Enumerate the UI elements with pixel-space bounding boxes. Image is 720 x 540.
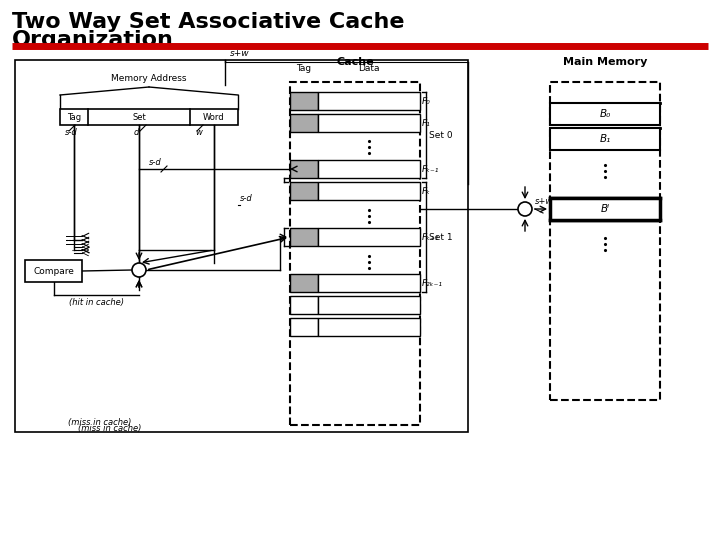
Circle shape: [518, 202, 532, 216]
Bar: [550, 198, 660, 220]
Bar: [290, 296, 318, 314]
Bar: [318, 228, 420, 246]
Text: (miss in cache): (miss in cache): [68, 418, 132, 427]
Bar: [290, 228, 318, 246]
Text: (miss in cache): (miss in cache): [78, 424, 142, 433]
Text: Data: Data: [359, 64, 379, 73]
Bar: [290, 318, 318, 336]
Text: Set: Set: [132, 112, 146, 122]
Bar: [290, 274, 318, 292]
Text: F₁: F₁: [422, 118, 431, 127]
Bar: [290, 182, 318, 200]
Bar: [318, 160, 420, 178]
Text: Cache: Cache: [336, 57, 374, 67]
Bar: [318, 92, 420, 110]
Text: Memory Address: Memory Address: [112, 74, 186, 83]
Text: Set 0: Set 0: [429, 131, 453, 139]
Bar: [25, 260, 82, 282]
Text: B₀: B₀: [599, 109, 611, 119]
Text: Bᴵ: Bᴵ: [600, 204, 610, 214]
Text: Tag: Tag: [67, 112, 81, 122]
Text: s-d: s-d: [240, 194, 253, 203]
Text: s+w: s+w: [230, 49, 250, 58]
Bar: [290, 160, 318, 178]
Text: s+w: s+w: [535, 197, 553, 206]
Text: F₂ₖ₋₁: F₂ₖ₋₁: [422, 279, 443, 287]
Text: Organization: Organization: [12, 30, 174, 50]
Text: Fₖ₊₁: Fₖ₊₁: [422, 233, 439, 241]
Text: Compare: Compare: [33, 267, 74, 275]
Bar: [550, 82, 660, 400]
Bar: [318, 114, 420, 132]
Text: Main Memory: Main Memory: [563, 57, 647, 67]
Circle shape: [132, 263, 146, 277]
Bar: [550, 128, 660, 150]
Text: s-d: s-d: [149, 158, 162, 167]
Text: Set 1: Set 1: [429, 233, 453, 241]
Text: w: w: [195, 128, 202, 137]
Text: d: d: [134, 128, 140, 137]
Bar: [15, 60, 468, 432]
Bar: [60, 109, 238, 125]
Bar: [290, 114, 318, 132]
Bar: [290, 82, 420, 425]
Bar: [318, 296, 420, 314]
Text: Tag: Tag: [297, 64, 312, 73]
Bar: [318, 318, 420, 336]
Text: Word: Word: [203, 112, 225, 122]
Text: B₁: B₁: [599, 134, 611, 144]
Text: F₀: F₀: [422, 97, 431, 105]
Text: Two Way Set Associative Cache: Two Way Set Associative Cache: [12, 12, 405, 32]
Text: Fₖ: Fₖ: [422, 186, 431, 195]
Text: (hit in cache): (hit in cache): [68, 298, 124, 307]
Bar: [318, 182, 420, 200]
Text: Fₖ₋₁: Fₖ₋₁: [422, 165, 439, 173]
Text: s-d: s-d: [65, 128, 78, 137]
Bar: [290, 92, 318, 110]
Bar: [550, 103, 660, 125]
Bar: [318, 274, 420, 292]
